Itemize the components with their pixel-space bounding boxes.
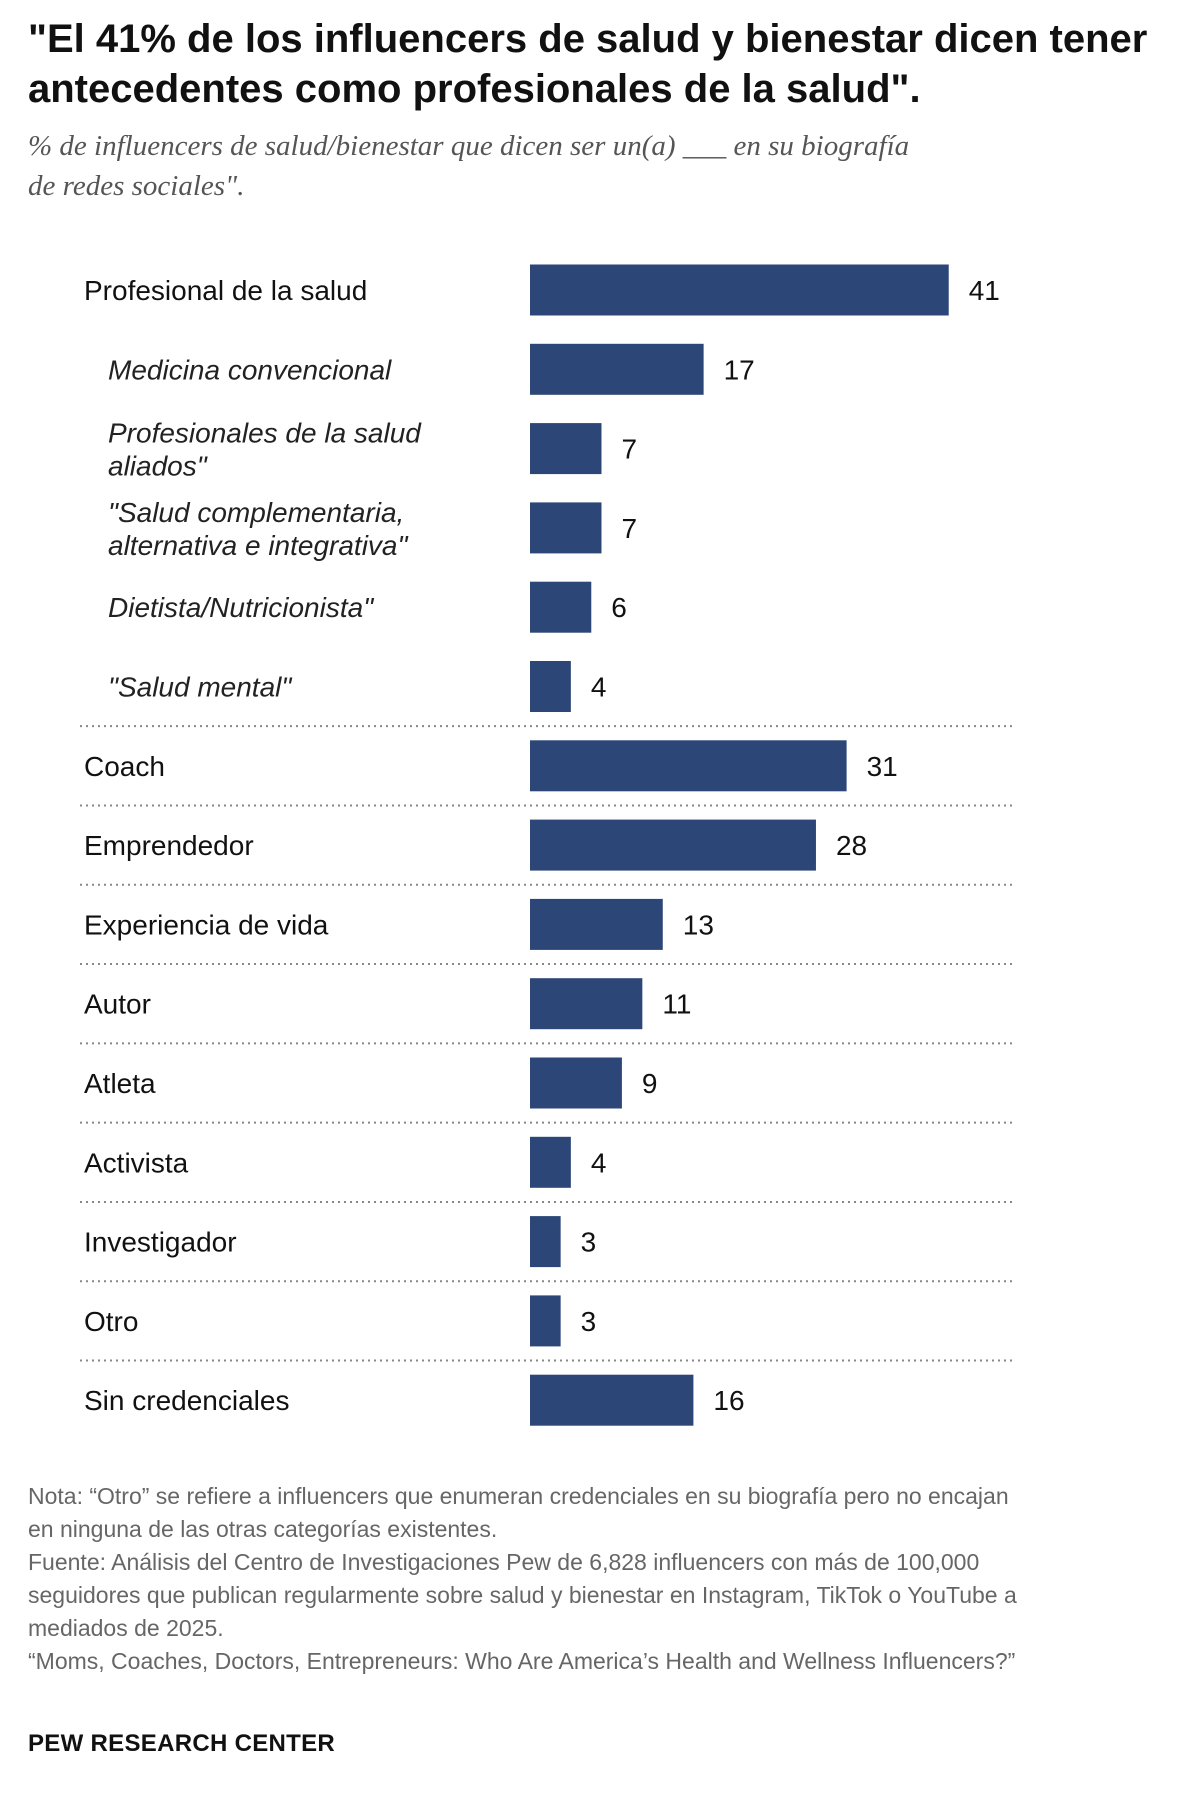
footer-source: Fuente: Análisis del Centro de Investiga… bbox=[28, 1549, 1017, 1641]
bar bbox=[530, 343, 704, 395]
bar-chart: Profesional de la salud 41 Medicina conven… bbox=[80, 264, 1012, 1426]
value-label: 28 bbox=[836, 830, 867, 861]
value-label: 16 bbox=[713, 1385, 744, 1416]
category-label: Medicina convencional bbox=[108, 354, 392, 385]
bar bbox=[530, 898, 663, 950]
bar bbox=[530, 819, 816, 871]
chart-subtitle: % de influencers de salud/bienestar que … bbox=[28, 130, 910, 202]
category-label: Autor bbox=[84, 989, 151, 1020]
value-label: 31 bbox=[867, 751, 898, 782]
value-label: 41 bbox=[969, 275, 1000, 306]
chart-footer: Nota: “Otro” se refiere a influencers qu… bbox=[28, 1480, 1028, 1678]
value-label: 9 bbox=[642, 1068, 658, 1099]
footer-report-title: “Moms, Coaches, Doctors, Entrepreneurs: … bbox=[28, 1648, 1016, 1674]
value-label: 13 bbox=[683, 909, 714, 940]
category-label: Investigador bbox=[84, 1227, 237, 1258]
brand-logo-text: PEW RESEARCH CENTER bbox=[28, 1730, 336, 1757]
bar bbox=[530, 978, 643, 1030]
value-label: 4 bbox=[591, 1147, 607, 1178]
category-label: "Salud complementaria, alternativa e inte… bbox=[108, 497, 409, 561]
category-label: Emprendedor bbox=[84, 830, 254, 861]
value-label: 17 bbox=[724, 354, 755, 385]
category-label: Profesional de la salud bbox=[84, 275, 367, 306]
bar bbox=[530, 423, 602, 475]
value-label: 6 bbox=[611, 592, 627, 623]
value-label: 7 bbox=[621, 513, 637, 544]
footer-note: Nota: “Otro” se refiere a influencers qu… bbox=[28, 1483, 1009, 1542]
value-label: 11 bbox=[662, 989, 691, 1020]
category-label: Experiencia de vida bbox=[84, 909, 329, 940]
value-label: 7 bbox=[621, 434, 637, 465]
category-label: Sin credenciales bbox=[84, 1385, 289, 1416]
category-label: Profesionales de la salud aliados" bbox=[108, 418, 422, 482]
chart-title: "El 41% de los influencers de salud y bi… bbox=[28, 17, 1148, 111]
category-label: Activista bbox=[84, 1147, 189, 1178]
bar bbox=[530, 1295, 561, 1347]
bar bbox=[530, 1374, 694, 1426]
category-label: Otro bbox=[84, 1306, 138, 1337]
value-label: 3 bbox=[581, 1227, 597, 1258]
bar bbox=[530, 1057, 622, 1109]
bar bbox=[530, 740, 847, 792]
bar bbox=[530, 1136, 571, 1188]
bar bbox=[530, 661, 571, 712]
category-label: "Salud mental" bbox=[108, 672, 292, 703]
category-label: Coach bbox=[84, 751, 165, 782]
bar bbox=[530, 502, 602, 554]
category-label: Atleta bbox=[84, 1068, 156, 1099]
bar bbox=[530, 1216, 561, 1268]
value-label: 4 bbox=[591, 672, 607, 703]
bar bbox=[530, 264, 949, 316]
category-label: Dietista/Nutricionista" bbox=[108, 592, 374, 623]
value-label: 3 bbox=[581, 1306, 597, 1337]
bar bbox=[530, 581, 592, 633]
